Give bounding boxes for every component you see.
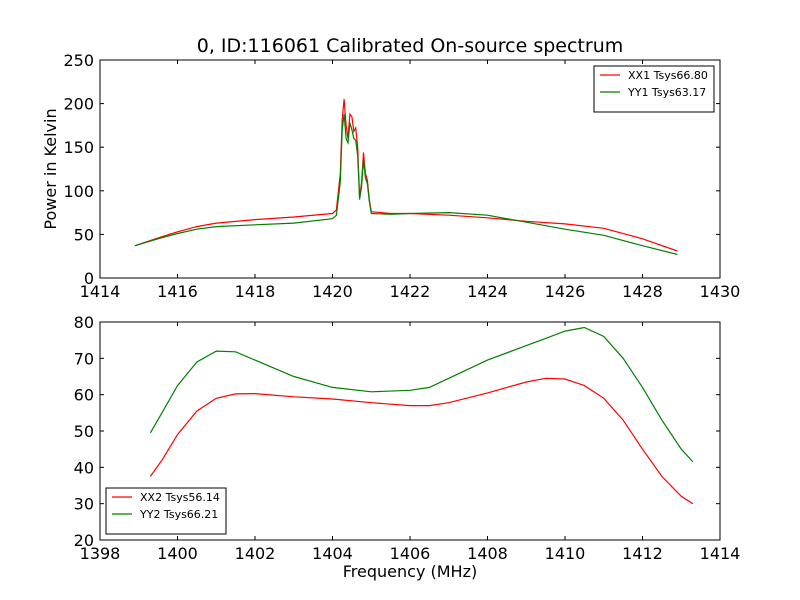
y-tick-label: 250 — [63, 51, 94, 70]
y-tick-label: 40 — [74, 458, 94, 477]
series-line-2-1 — [149, 377, 694, 505]
legend-entry: XX1 Tsys66.80 — [628, 69, 708, 82]
y-tick-label: 60 — [74, 386, 94, 405]
y-tick-label: 20 — [74, 531, 94, 550]
y-axis-label: Power in Kelvin — [41, 108, 60, 229]
x-tick-label: 1424 — [467, 282, 508, 301]
y-tick-label: 150 — [63, 138, 94, 157]
x-tick-label: 1408 — [467, 544, 508, 563]
x-tick-label: 1420 — [312, 282, 353, 301]
y-tick-label: 70 — [74, 349, 94, 368]
x-tick-label: 1402 — [235, 544, 276, 563]
y-tick-label: 0 — [84, 269, 94, 288]
chart-title: 0, ID:116061 Calibrated On-source spectr… — [197, 35, 624, 57]
x-tick-label: 1414 — [700, 544, 741, 563]
x-tick-label: 1422 — [390, 282, 431, 301]
x-tick-label: 1418 — [235, 282, 276, 301]
legend-box — [105, 487, 227, 535]
y-tick-label: 50 — [74, 422, 94, 441]
x-tick-label: 1410 — [545, 544, 586, 563]
x-tick-label: 1430 — [700, 282, 741, 301]
top-panel: 1414 1416 1418 1420 1422 1424 1426 1428 1430 0 50 1… — [41, 35, 740, 301]
y-tick-label: 50 — [74, 225, 94, 244]
legend-entry: XX2 Tsys56.14 — [140, 491, 220, 504]
y-tick-label: 100 — [63, 182, 94, 201]
legend-entry: YY2 Tsys66.21 — [139, 508, 218, 521]
x-tick-label: 1414 — [80, 282, 121, 301]
x-tick-label: 1426 — [545, 282, 586, 301]
x-tick-label: 1400 — [157, 544, 198, 563]
x-tick-label: 1428 — [622, 282, 663, 301]
y-tick-label: 80 — [74, 313, 94, 332]
series-line-2-2 — [149, 326, 694, 463]
legend-box — [593, 65, 715, 113]
legend-entry: YY1 Tsys63.17 — [627, 86, 706, 99]
x-axis-label: Frequency (MHz) — [343, 562, 477, 581]
y-tick-label: 200 — [63, 95, 94, 114]
bottom-panel: 1398 1400 1402 1404 1406 1408 1410 1412 1414 20 30… — [74, 313, 741, 581]
x-tick-label: 1404 — [312, 544, 353, 563]
x-tick-label: 1412 — [622, 544, 663, 563]
series-line-1-2 — [134, 114, 678, 256]
x-tick-label: 1416 — [157, 282, 198, 301]
x-tick-label: 1406 — [390, 544, 431, 563]
x-tick-label: 1398 — [80, 544, 121, 563]
y-tick-label: 30 — [74, 495, 94, 514]
series-line-1-1 — [134, 99, 678, 252]
